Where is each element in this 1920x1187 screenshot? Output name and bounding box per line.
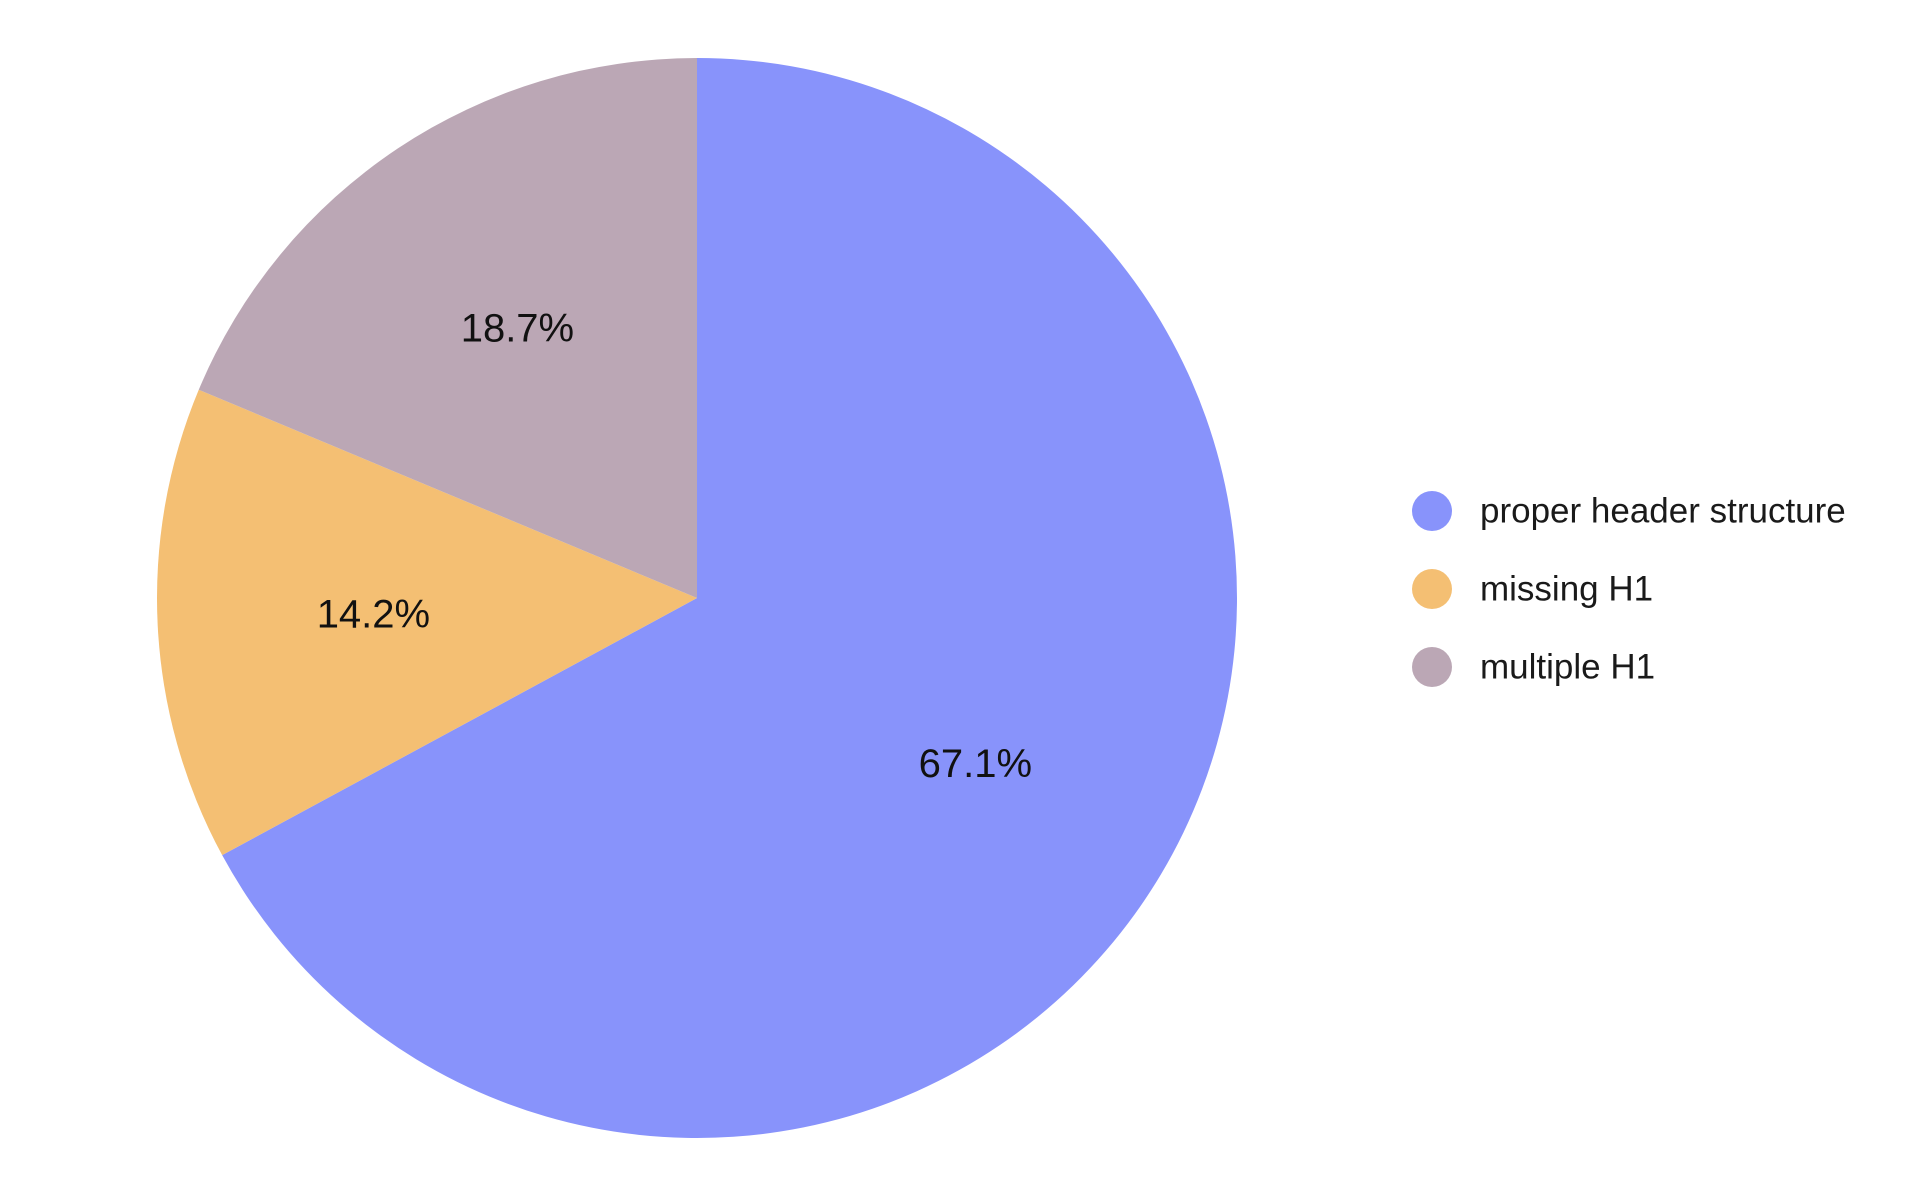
- slice-value-label: 18.7%: [461, 306, 574, 350]
- legend: proper header structure missing H1 multipl…: [1412, 491, 1846, 687]
- slice-value-label: 14.2%: [317, 592, 430, 636]
- legend-marker: [1412, 647, 1452, 687]
- legend-label: proper header structure: [1480, 492, 1846, 531]
- legend-label: missing H1: [1480, 570, 1653, 609]
- pie-slices: [157, 58, 1237, 1138]
- legend-marker: [1412, 491, 1452, 531]
- pie-slice-2: [157, 389, 698, 856]
- pie-slice-1: [222, 58, 1237, 1138]
- pie-slice-3: [198, 58, 697, 598]
- legend-marker: [1412, 569, 1452, 609]
- legend-label: multiple H1: [1480, 648, 1655, 687]
- slice-value-label: 67.1%: [919, 742, 1032, 786]
- pie-slice-labels: 67.1% 14.2% 18.7%: [317, 306, 1032, 785]
